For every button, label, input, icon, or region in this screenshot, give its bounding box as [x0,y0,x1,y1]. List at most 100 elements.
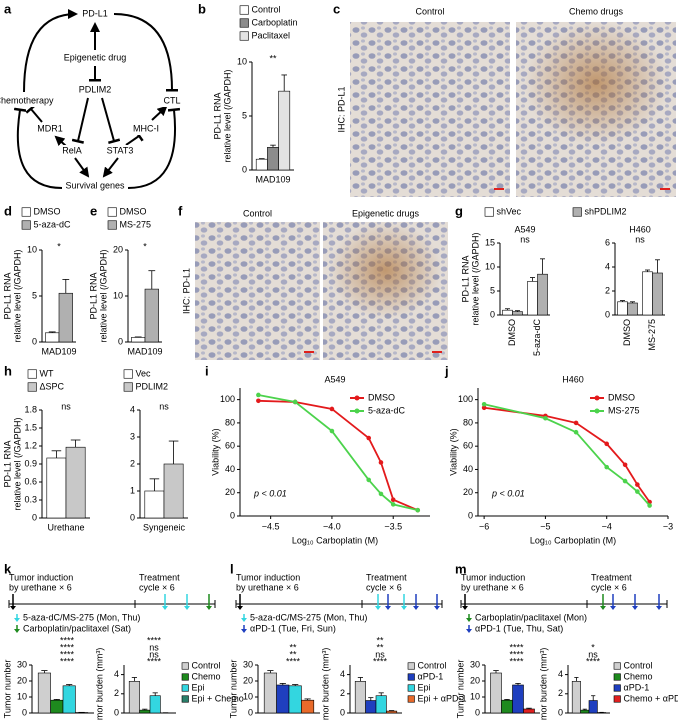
annotation: ** [289,642,297,652]
diagram-node: Survival genes [65,180,125,190]
annotation: **** [147,635,162,645]
timeline-text: cycle × 6 [591,582,627,592]
chart-title: A549 [324,374,345,384]
y-tick-label: 3 [130,431,135,441]
bar [617,301,628,316]
y-tick-label: 5 [242,110,247,120]
bar [301,699,315,714]
annotation: ns [149,642,159,652]
y-tick-label: 5 [490,285,495,295]
y-axis-label: Tumor burden (mm³) [94,648,104,720]
y-tick-label: 10 [17,691,27,701]
stain-label: IHC: PD-L1 [181,268,191,314]
bar [642,271,653,316]
legend-swatch [613,695,621,703]
stain-label: IHC: PD-L1 [336,86,346,132]
timeline-text: by urethane × 6 [236,582,299,592]
y-tick-label: 4 [558,669,563,679]
y-tick-label: 10 [27,244,37,254]
y-tick-label: 0 [558,707,563,717]
diagram-node: MHC-I [133,123,159,133]
bar [490,672,502,714]
y-axis-label: Viability (%) [448,428,458,475]
y-tick-label: 1.5 [24,422,37,432]
panel-label: m [455,561,467,576]
y-tick-label: 30 [470,659,480,669]
timeline-arrowhead [466,629,472,633]
y-tick-label: 20 [113,244,123,254]
annotation: **** [60,649,75,659]
legend-label: shPDLIM2 [585,206,627,216]
annotation: ** [289,649,297,659]
legend-swatch [407,695,415,703]
bar [580,709,590,714]
x-axis-label: Log₁₀ Carboplatin (M) [530,535,616,545]
panel-label: g [455,203,463,218]
node-bg [37,123,63,135]
annotation: ** [269,53,277,63]
image-label: Chemo drugs [569,6,624,16]
timeline-text: Tumor induction [461,572,525,582]
bar [263,672,277,714]
timeline-arrowhead [375,606,381,610]
node-bg [59,145,85,157]
y-axis-label: Tumor burden (mm³) [320,648,330,720]
y-axis-label: PD-L1 RNA [212,92,222,139]
bar [267,147,279,171]
timeline-arrowhead [241,618,247,622]
timeline-text: cycle × 6 [139,582,175,592]
x-tick-label: Syngeneic [143,522,186,532]
point [329,428,335,434]
bar [276,684,290,714]
bar [652,272,663,316]
timeline-text: Treatment [366,572,407,582]
point [329,406,335,412]
y-axis-label: relative level (/GAPDH) [12,417,22,510]
annotation: p < 0.01 [491,488,525,498]
legend-label: DMSO [608,392,635,402]
bar [627,302,638,316]
bar [144,288,159,343]
legend-swatch [123,382,133,392]
y-tick-label: 0 [118,336,123,346]
bar [128,681,140,714]
y-tick-label: 0 [475,707,480,717]
node-bg [0,95,52,107]
annotation: * [57,241,61,251]
bar [58,292,73,343]
timeline-text: Tumor induction [236,572,300,582]
legend-label: Control [624,660,653,670]
timeline-arrowhead [385,606,391,610]
y-tick-label: 100 [458,394,473,404]
y-tick-label: 0.9 [24,458,37,468]
annotation: **** [586,656,601,666]
point [378,491,384,497]
y-axis-label: Tumor number [228,660,238,719]
timeline-arrowhead [632,606,638,610]
point [604,464,610,470]
y-tick-label: 20 [470,675,480,685]
chart-title: H460 [562,374,584,384]
y-tick-label: 20 [17,675,27,685]
bar [50,699,64,714]
y-tick-label: 100 [220,394,235,404]
legend-swatch [27,369,37,379]
annotation: ns [635,234,645,244]
timeline-arrowhead [401,606,407,610]
timeline-legend: 5-aza-dC/MS-275 (Mon, Thu) [23,612,140,622]
legend-swatch [181,695,189,703]
point [481,401,487,407]
legend-label: shVec [497,206,522,216]
legend-label: Paclitaxel [252,30,291,40]
y-axis-label: relative level (/GAPDH) [222,69,232,162]
legend-swatch [107,207,117,217]
legend-label: Vec [136,368,152,378]
y-tick-label: 0.3 [24,494,37,504]
bar [512,684,524,714]
legend-label: Control [418,660,447,670]
legend-swatch [239,18,249,28]
y-tick-label: 2 [605,285,610,295]
point [573,429,579,435]
node-bg [76,84,114,96]
point [622,478,628,484]
